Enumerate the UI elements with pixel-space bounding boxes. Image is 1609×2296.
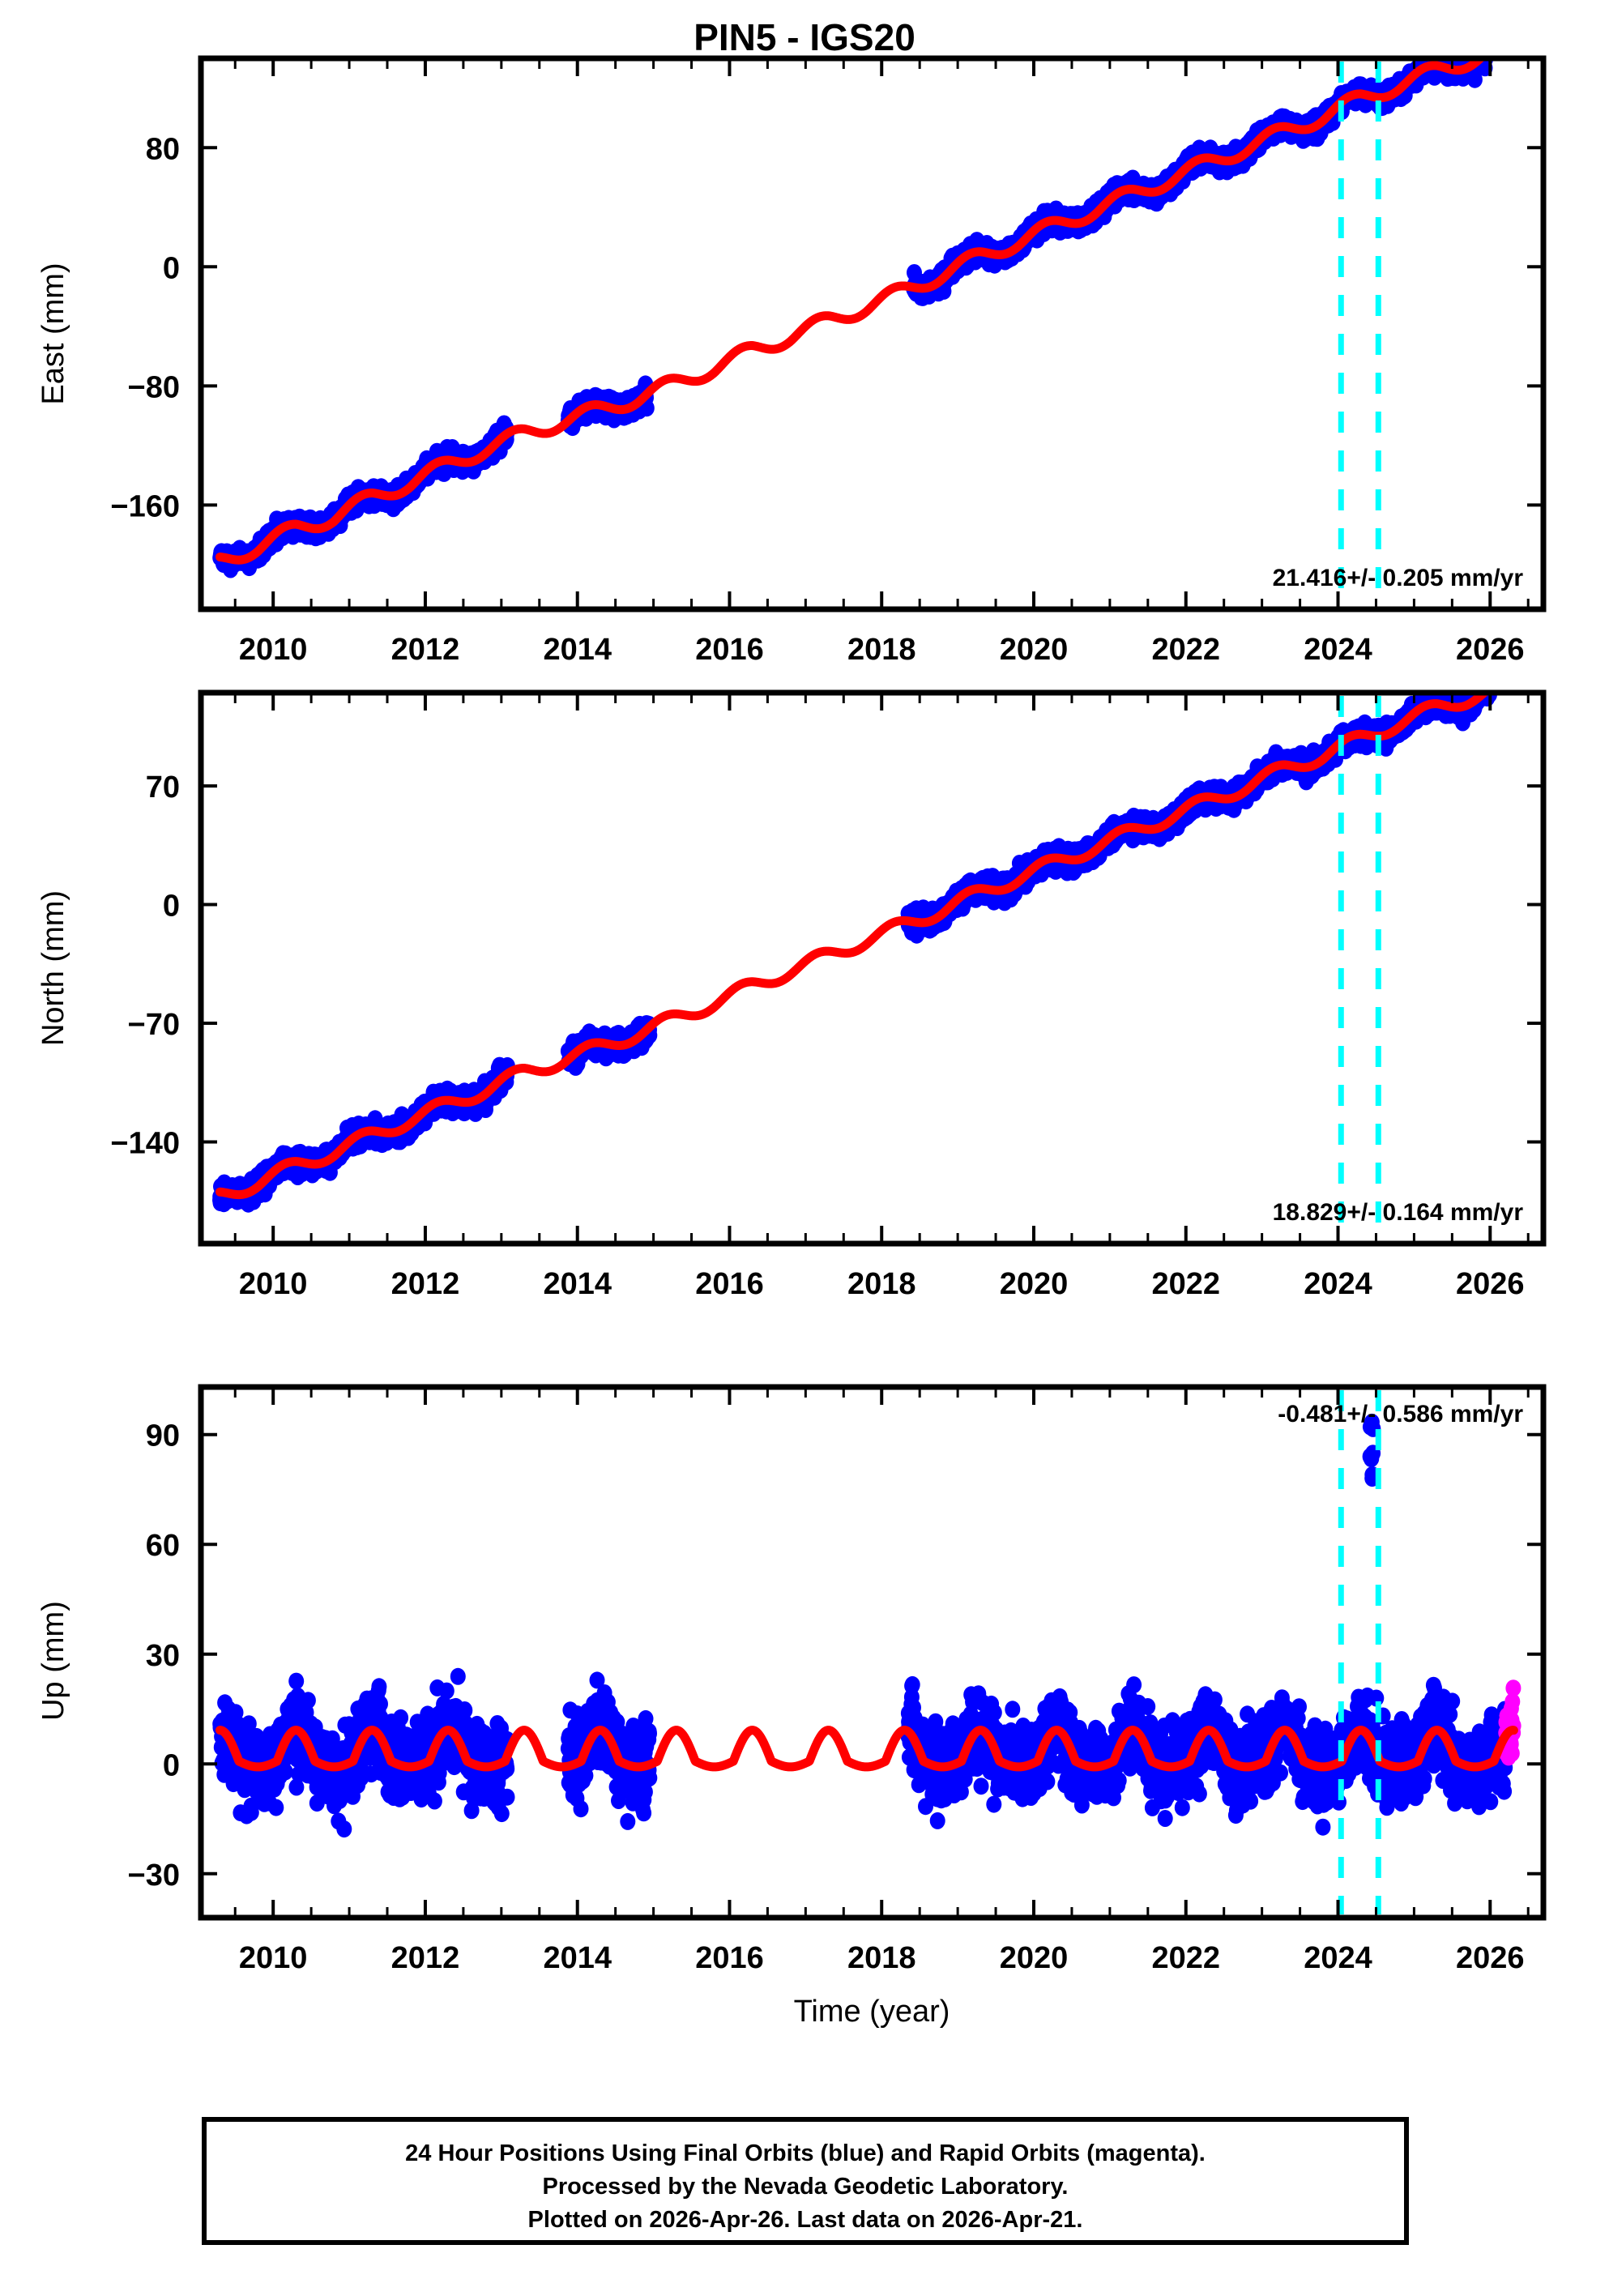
east-axis-label: East (mm) bbox=[36, 262, 70, 404]
panel-east: 800−80−160 2010 2012 2014 2016 2018 2020 2022 2… bbox=[36, 55, 1547, 667]
x-tick-label: 2018 bbox=[847, 633, 916, 667]
x-tick-label: 2024 bbox=[1304, 633, 1372, 667]
x-tick-label: 2026 bbox=[1456, 633, 1525, 667]
east-x-tick-labels: 2010 2012 2014 2016 2018 2020 2022 2024 2026 bbox=[239, 633, 1525, 667]
x-tick-label: 2012 bbox=[391, 633, 460, 667]
y-tick-label: 0 bbox=[163, 251, 180, 285]
x-tick-label: 2014 bbox=[543, 633, 612, 667]
y-tick-label: −160 bbox=[110, 489, 180, 523]
y-tick-label: −80 bbox=[128, 370, 180, 404]
x-tick-label: 2016 bbox=[695, 633, 764, 667]
east-rate-annotation: 21.416+/- 0.205 mm/yr bbox=[1273, 565, 1524, 591]
y-tick-label: 80 bbox=[146, 132, 180, 166]
page-title: PIN5 - IGS20 bbox=[694, 16, 915, 58]
x-tick-label: 2020 bbox=[1000, 633, 1069, 667]
x-tick-label: 2010 bbox=[239, 633, 308, 667]
east-data-layer bbox=[212, 61, 1493, 606]
x-tick-label: 2022 bbox=[1151, 633, 1220, 667]
east-plot-area bbox=[212, 61, 1493, 606]
